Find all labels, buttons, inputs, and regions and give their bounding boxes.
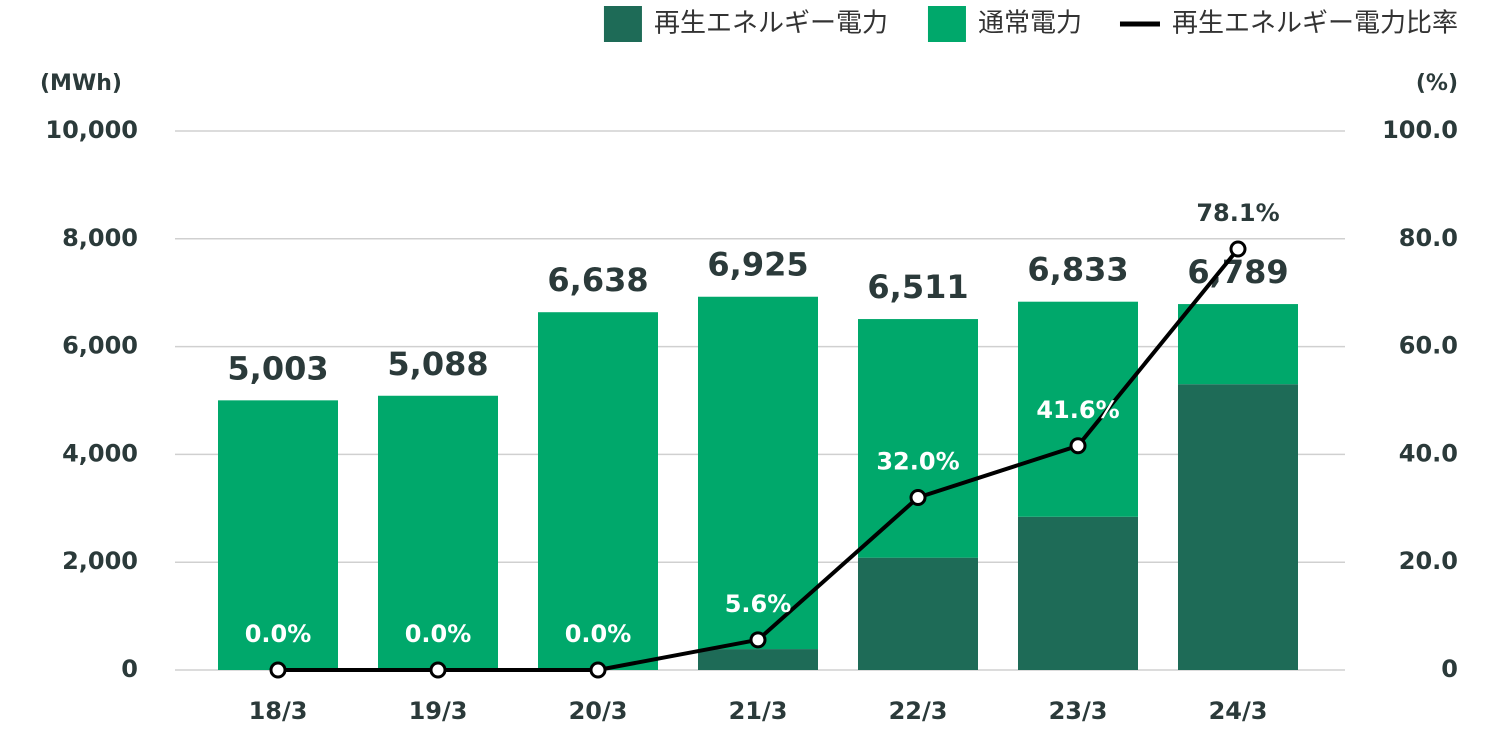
x-tick-label: 24/3 [1209,697,1268,725]
legend-label: 再生エネルギー電力 [654,9,888,39]
y2-tick-label: 100.0 [1382,116,1458,144]
y-tick-label: 2,000 [62,547,138,575]
y-tick-label: 8,000 [62,224,138,252]
y-tick-label: 6,000 [62,332,138,360]
y2-tick-label: 20.0 [1399,547,1458,575]
bar-segment [378,395,498,670]
total-label: 5,003 [227,349,328,387]
bar-segment [218,400,338,670]
data-label: 0.0% [245,620,312,648]
line-point [1069,437,1087,455]
data-label: 5.6% [725,590,792,618]
total-label: 6,833 [1027,251,1128,289]
y2-tick-label: 40.0 [1399,439,1458,467]
bar-segment [1018,301,1138,517]
x-tick-label: 18/3 [249,697,308,725]
total-label: 6,511 [867,268,968,306]
data-label: 0.0% [565,620,632,648]
total-label: 5,088 [387,345,488,383]
data-label: 0.0% [405,620,472,648]
bar-segment [1178,304,1298,385]
line-point [909,489,927,507]
total-label: 6,638 [547,261,648,299]
x-tick-label: 20/3 [569,697,628,725]
bar-segment [698,296,818,650]
data-label: 41.6% [1036,396,1119,424]
legend-label: 通常電力 [978,9,1082,39]
total-label: 6,789 [1187,253,1288,291]
bar-segment [1178,384,1298,670]
line-point [749,631,767,649]
data-label: 32.0% [876,448,959,476]
legend-swatch [927,6,966,42]
x-tick-label: 19/3 [409,697,468,725]
total-label: 6,925 [707,246,808,284]
y2-tick-label: 0 [1441,655,1458,683]
line-point [269,661,287,679]
bar-segment [698,649,818,670]
y2-tick-label: 60.0 [1399,332,1458,360]
x-tick-label: 22/3 [889,697,948,725]
line-point [429,661,447,679]
y2-tick-label: 80.0 [1399,224,1458,252]
x-tick-label: 21/3 [729,697,788,725]
bar-segment [858,319,978,558]
line-point [589,661,607,679]
bar-segment [538,312,658,670]
x-tick-label: 23/3 [1049,697,1108,725]
line-point [1229,240,1247,258]
y-tick-label: 0 [121,655,138,683]
bar-segment [1018,516,1138,670]
data-label: 78.1% [1196,199,1279,227]
y2-axis-label: (%) [1416,71,1458,96]
y-tick-label: 10,000 [45,116,138,144]
y-tick-label: 4,000 [62,439,138,467]
bar-segment [858,557,978,670]
legend-swatch [603,6,642,42]
legend-label: 再生エネルギー電力比率 [1172,9,1458,39]
y-axis-label: (MWh) [40,71,122,96]
